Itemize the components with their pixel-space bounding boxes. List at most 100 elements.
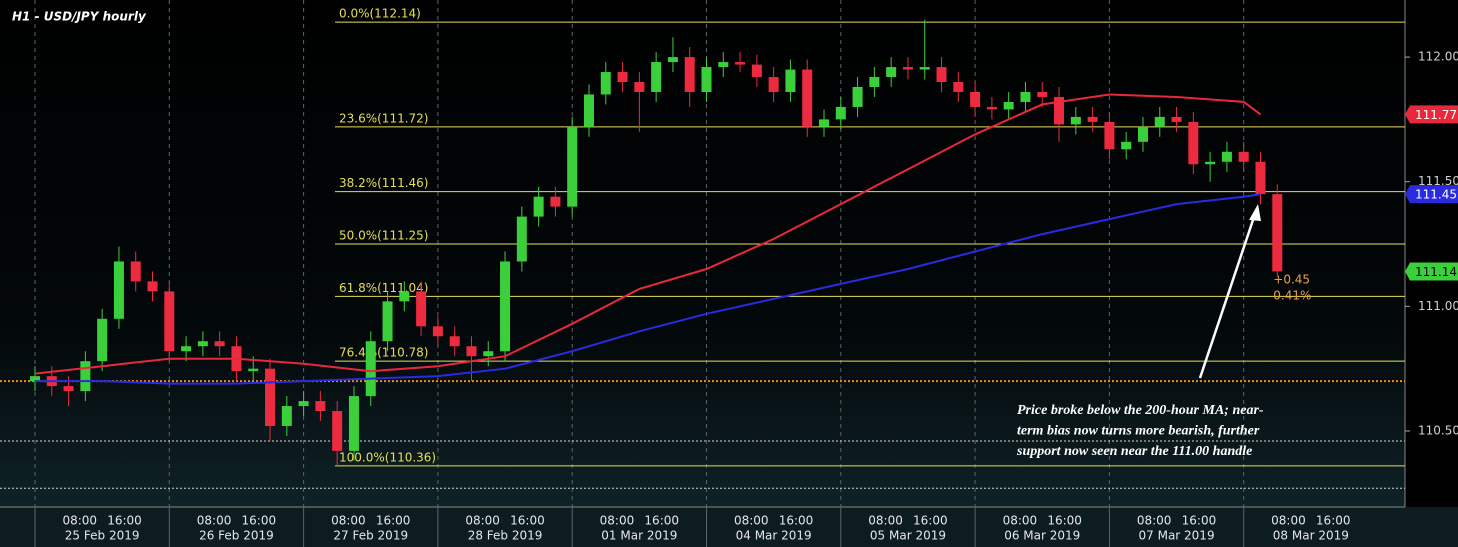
candle-body xyxy=(751,64,762,78)
price-tag-label: 111.14 xyxy=(1415,265,1457,279)
x-date-label: 26 Feb 2019 xyxy=(199,529,274,543)
y-tick-label: 111.50 xyxy=(1418,174,1458,188)
candle-body xyxy=(181,346,192,352)
price-tag xyxy=(1405,105,1458,124)
change-label: 0.41% xyxy=(1273,289,1311,303)
candle-body xyxy=(1070,116,1081,125)
candle-body xyxy=(97,318,108,362)
candle-body xyxy=(869,77,880,87)
annotation-text: support now seen near the 111.00 handle xyxy=(1016,444,1252,459)
x-hour-label: 08:00 xyxy=(1271,514,1306,528)
candle-body xyxy=(986,106,997,110)
candle-body xyxy=(500,261,511,352)
annotation-arrowhead xyxy=(1249,204,1261,221)
ma-line xyxy=(35,193,1261,385)
fib-label: 38.2%(111.46) xyxy=(339,176,428,190)
candle-body xyxy=(600,72,611,95)
candle-body xyxy=(583,94,594,127)
x-hour-label: 08:00 xyxy=(1003,514,1038,528)
candle-body xyxy=(399,291,410,302)
candle-body xyxy=(567,126,578,207)
candle-body xyxy=(382,301,393,342)
x-hour-label: 16:00 xyxy=(779,514,814,528)
x-date-label: 08 Mar 2019 xyxy=(1273,529,1349,543)
candle-body xyxy=(80,361,91,392)
x-date-label: 25 Feb 2019 xyxy=(65,529,140,543)
chart-title: H1 - USD/JPY hourly xyxy=(12,10,147,24)
candle-body xyxy=(886,67,897,78)
candle-body xyxy=(416,291,427,327)
candle-body xyxy=(651,62,662,92)
candle-body xyxy=(919,67,930,70)
x-date-label: 28 Feb 2019 xyxy=(468,529,543,543)
x-hour-label: 16:00 xyxy=(1182,514,1217,528)
fib-label: 23.6%(111.72) xyxy=(339,111,428,125)
candle-body xyxy=(550,196,561,207)
candle-body xyxy=(902,67,913,70)
x-hour-label: 16:00 xyxy=(913,514,948,528)
candle-body xyxy=(1121,141,1132,150)
x-hour-label: 08:00 xyxy=(734,514,769,528)
price-tag xyxy=(1405,185,1458,204)
y-tick-label: 111.00 xyxy=(1418,299,1458,313)
y-axis-background xyxy=(1405,0,1458,507)
candle-body xyxy=(1137,126,1148,142)
candle-body xyxy=(1188,121,1199,165)
x-hour-label: 08:00 xyxy=(331,514,366,528)
candle-body xyxy=(1221,151,1232,162)
candle-body xyxy=(936,67,947,83)
candle-body xyxy=(365,341,376,397)
candle-body xyxy=(63,386,74,392)
x-date-label: 05 Mar 2019 xyxy=(870,529,946,543)
x-hour-label: 08:00 xyxy=(868,514,903,528)
candle-body xyxy=(970,91,981,107)
change-label: +0.45 xyxy=(1273,273,1310,287)
candle-body xyxy=(1003,101,1014,110)
candle-body xyxy=(348,396,359,451)
x-date-label: 04 Mar 2019 xyxy=(736,529,812,543)
candle-body xyxy=(768,77,779,92)
fib-label: 0.0%(112.14) xyxy=(339,7,421,21)
candle-body xyxy=(785,69,796,92)
x-hour-label: 08:00 xyxy=(465,514,500,528)
price-tag-label: 111.77 xyxy=(1415,108,1457,122)
price-tag xyxy=(1405,262,1458,281)
candle-body xyxy=(449,336,460,347)
candle-body xyxy=(1087,116,1098,122)
candle-body xyxy=(1154,116,1165,127)
candle-body xyxy=(802,69,813,127)
candle-body xyxy=(315,401,326,412)
x-date-label: 01 Mar 2019 xyxy=(601,529,677,543)
x-hour-label: 08:00 xyxy=(197,514,232,528)
candle-body xyxy=(1205,161,1216,165)
candle-body xyxy=(214,341,225,347)
x-hour-label: 16:00 xyxy=(107,514,142,528)
candle-body xyxy=(147,281,158,292)
x-hour-label: 16:00 xyxy=(376,514,411,528)
candle-body xyxy=(667,57,678,63)
candle-body xyxy=(281,406,292,426)
x-hour-label: 08:00 xyxy=(62,514,97,528)
annotation-text: Price broke below the 200-hour MA; near- xyxy=(1017,403,1264,418)
fib-label: 61.8%(111.04) xyxy=(339,281,428,295)
y-tick-label: 112.00 xyxy=(1418,50,1458,64)
candle-body xyxy=(1020,91,1031,102)
candle-body xyxy=(1171,116,1182,122)
x-axis-background xyxy=(0,507,1458,547)
candle-body xyxy=(1255,161,1266,195)
fib-label: 100.0%(110.36) xyxy=(339,450,436,464)
candle-body xyxy=(634,82,645,92)
candle-body xyxy=(466,346,477,357)
candle-body xyxy=(1238,151,1249,162)
candle-body xyxy=(516,216,527,262)
candle-body xyxy=(130,261,141,282)
x-hour-label: 16:00 xyxy=(510,514,545,528)
x-hour-label: 16:00 xyxy=(1047,514,1082,528)
candle-body xyxy=(265,368,276,426)
annotation-arrow xyxy=(1198,213,1257,379)
candle-body xyxy=(701,67,712,92)
candle-body xyxy=(113,261,124,319)
fib-label: 50.0%(111.25) xyxy=(339,229,428,243)
x-date-label: 06 Mar 2019 xyxy=(1004,529,1080,543)
